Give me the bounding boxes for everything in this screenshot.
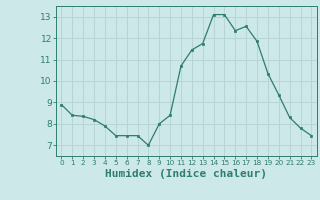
X-axis label: Humidex (Indice chaleur): Humidex (Indice chaleur) xyxy=(105,169,268,179)
